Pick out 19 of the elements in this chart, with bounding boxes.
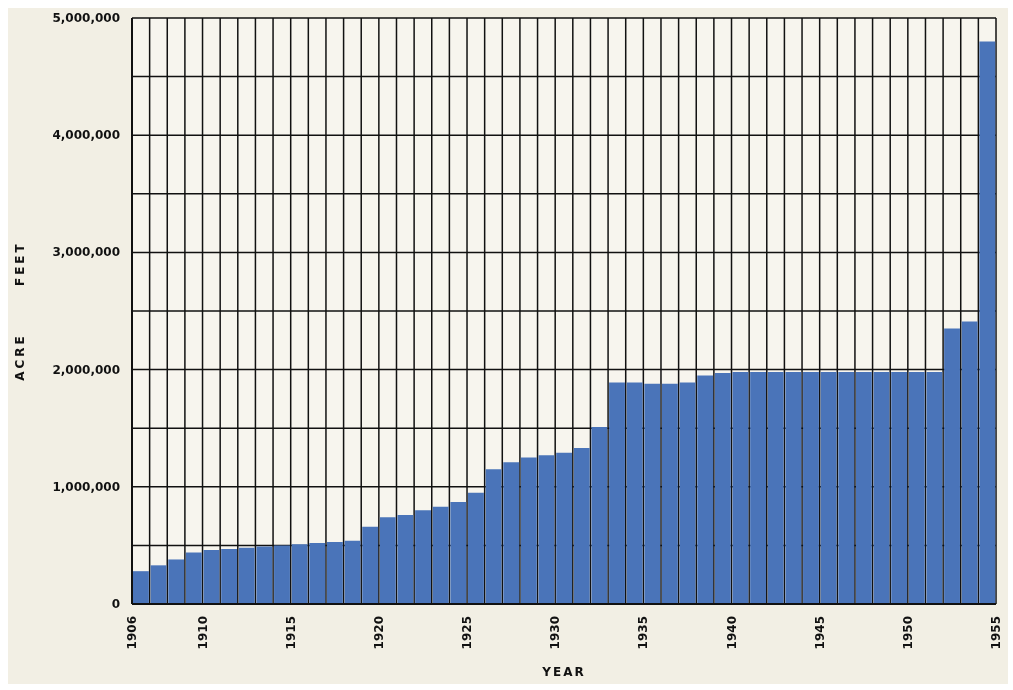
y-tick-label: 3,000,000 [52, 245, 120, 260]
y-tick-label: 5,000,000 [52, 11, 120, 25]
x-tick-label: 1945 [812, 616, 827, 650]
x-tick-label: 1906 [125, 616, 139, 650]
x-tick-label: 1950 [900, 616, 915, 650]
y-tick-label: 1,000,000 [52, 479, 120, 494]
y-tick-label: 2,000,000 [52, 362, 120, 377]
y-axis-title: ACRE FEET [13, 241, 28, 381]
x-tick-label: 1955 [989, 616, 1003, 650]
x-tick-label: 1915 [283, 616, 298, 650]
x-tick-label: 1910 [195, 616, 210, 650]
x-tick-label: 1940 [724, 616, 739, 650]
x-tick-label: 1925 [460, 616, 475, 650]
x-tick-label: 1935 [636, 616, 651, 650]
x-axis-title: YEAR [541, 665, 586, 679]
x-tick-label: 1930 [548, 616, 563, 650]
x-tick-label: 1920 [371, 616, 386, 650]
y-tick-label: 0 [111, 597, 120, 611]
y-tick-label: 4,000,000 [52, 128, 120, 143]
